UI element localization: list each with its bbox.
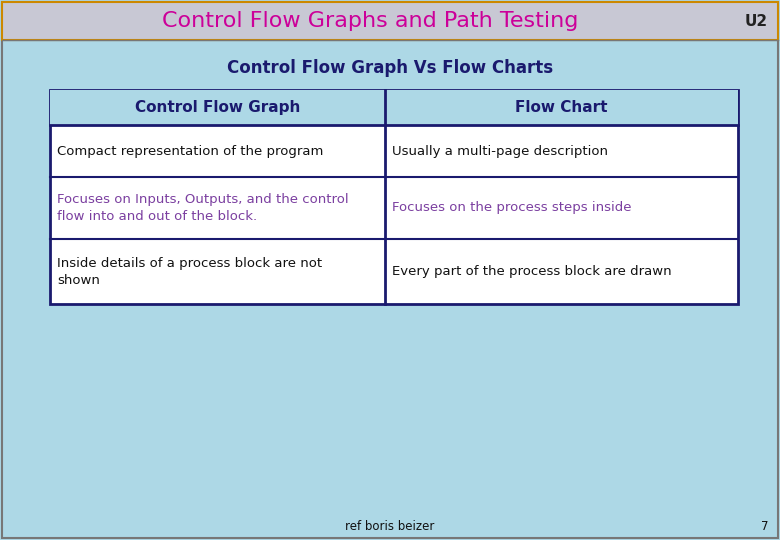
Text: U2: U2 xyxy=(745,14,768,29)
Text: Every part of the process block are drawn: Every part of the process block are draw… xyxy=(392,265,672,278)
Text: Flow Chart: Flow Chart xyxy=(516,100,608,115)
Text: Focuses on Inputs, Outputs, and the control
flow into and out of the block.: Focuses on Inputs, Outputs, and the cont… xyxy=(57,193,349,223)
Text: Control Flow Graph: Control Flow Graph xyxy=(135,100,300,115)
Text: Focuses on the process steps inside: Focuses on the process steps inside xyxy=(392,201,632,214)
FancyBboxPatch shape xyxy=(50,90,738,304)
Text: Inside details of a process block are not
shown: Inside details of a process block are no… xyxy=(57,256,322,287)
Text: Compact representation of the program: Compact representation of the program xyxy=(57,145,324,158)
Text: 7: 7 xyxy=(760,519,768,532)
FancyBboxPatch shape xyxy=(50,90,738,125)
Text: ref boris beizer: ref boris beizer xyxy=(346,519,434,532)
Text: Control Flow Graph Vs Flow Charts: Control Flow Graph Vs Flow Charts xyxy=(227,59,553,77)
Text: Usually a multi-page description: Usually a multi-page description xyxy=(392,145,608,158)
FancyBboxPatch shape xyxy=(2,2,778,40)
Text: Control Flow Graphs and Path Testing: Control Flow Graphs and Path Testing xyxy=(161,11,578,31)
